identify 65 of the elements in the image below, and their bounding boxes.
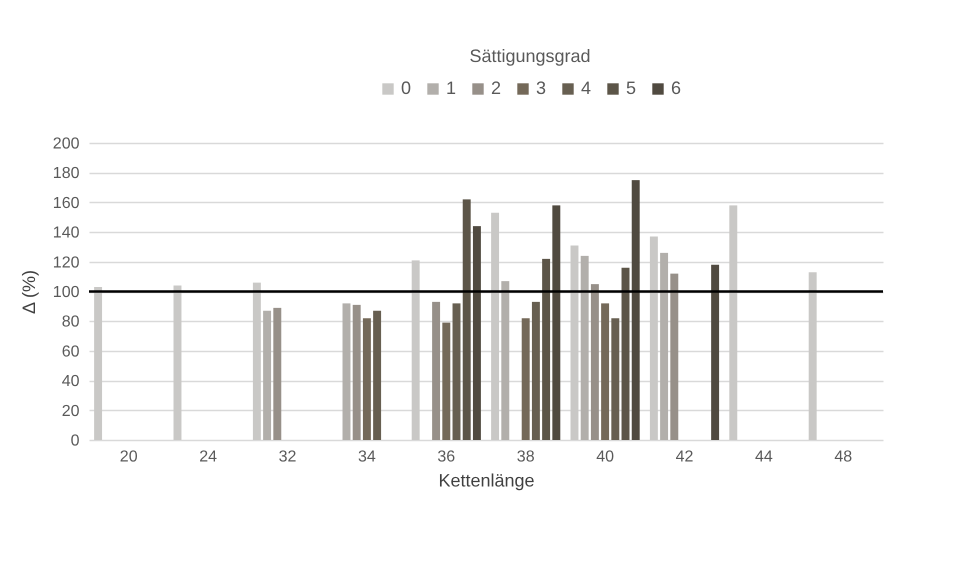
- bar: [462, 199, 471, 440]
- legend-label: 0: [401, 78, 412, 98]
- x-tick-label: 36: [437, 448, 456, 466]
- y-tick-label: 40: [62, 373, 80, 390]
- bar: [442, 322, 450, 440]
- y-tick-label: 160: [52, 194, 80, 212]
- bar: [174, 286, 182, 440]
- legend-label: 3: [536, 78, 546, 98]
- x-tick-label: 48: [834, 448, 852, 466]
- y-axis-title: Δ (%): [18, 270, 39, 314]
- bar: [472, 226, 481, 440]
- legend-label: 2: [491, 78, 502, 98]
- bar: [412, 260, 420, 440]
- bar: [601, 303, 610, 440]
- bar: [352, 304, 361, 440]
- y-tick-label: 80: [62, 314, 80, 331]
- y-tick-label: 140: [52, 224, 80, 242]
- bar: [94, 287, 102, 440]
- legend-label: 6: [671, 78, 682, 98]
- bar: [522, 318, 530, 440]
- bar: [552, 205, 560, 440]
- y-tick-label: 120: [52, 254, 80, 272]
- y-tick-label: 20: [62, 402, 80, 420]
- bar: [660, 252, 668, 440]
- bar: [570, 245, 578, 440]
- x-tick-label: 38: [516, 448, 535, 466]
- bar: [580, 256, 589, 440]
- bar: [501, 281, 510, 440]
- legend-title: Sättigungsgrad: [469, 46, 591, 66]
- bar: [263, 310, 272, 440]
- bar: [273, 308, 282, 440]
- legend-label: 4: [581, 78, 592, 98]
- bar: [452, 303, 460, 440]
- x-tick-label: 20: [120, 448, 138, 466]
- bar: [373, 310, 382, 440]
- bar: [590, 284, 599, 440]
- bar: [532, 302, 540, 440]
- bar: [808, 272, 817, 440]
- x-tick-label: 40: [596, 448, 614, 466]
- bar: [362, 318, 371, 440]
- y-tick-label: 60: [62, 343, 80, 360]
- bar: [622, 268, 630, 440]
- bar: [632, 180, 640, 440]
- bar: [342, 303, 350, 440]
- legend-label: 1: [446, 78, 456, 98]
- x-tick-label: 32: [278, 448, 296, 466]
- bar: [491, 212, 500, 440]
- x-tick-label: 42: [676, 448, 694, 466]
- bar: [670, 274, 678, 440]
- x-tick-label: 44: [755, 448, 773, 466]
- y-tick-label: 200: [52, 136, 80, 152]
- y-tick-label: 100: [52, 284, 80, 301]
- x-axis-title: Kettenlänge: [438, 470, 535, 490]
- x-tick-label: 24: [199, 448, 218, 466]
- y-tick-label: 180: [52, 165, 80, 182]
- bar: [542, 258, 550, 440]
- bar: [432, 302, 440, 440]
- legend-label: 5: [626, 78, 636, 98]
- bar: [729, 205, 738, 440]
- bar: [711, 264, 720, 440]
- bar: [252, 282, 261, 440]
- x-tick-label: 34: [358, 448, 376, 466]
- bar: [650, 236, 658, 440]
- bar: [611, 318, 620, 440]
- y-tick-label: 0: [70, 432, 80, 450]
